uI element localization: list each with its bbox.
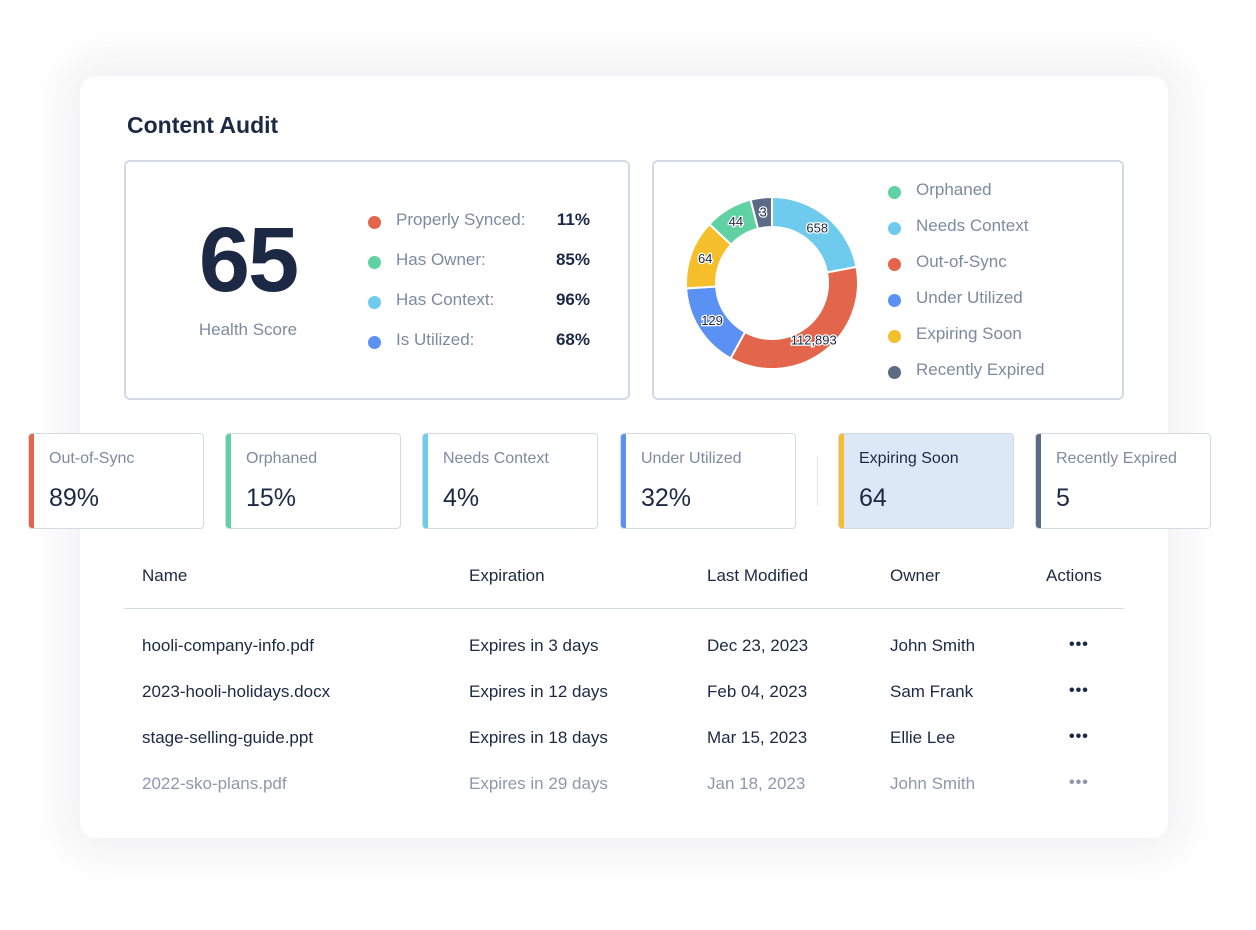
page-title: Content Audit <box>127 112 279 138</box>
file-name[interactable]: 2022-sko-plans.pdf <box>142 774 287 793</box>
metric-has-context: Has Context: 96% <box>368 290 608 314</box>
metric-is-utilized: Is Utilized: 68% <box>368 330 608 354</box>
stat-label: Orphaned <box>246 450 318 467</box>
stat-card-orphaned[interactable]: Orphaned 15% <box>225 433 401 529</box>
metric-value: 68% <box>555 330 590 349</box>
expiration: Expires in 3 days <box>469 636 599 655</box>
owner: John Smith <box>890 636 976 655</box>
last-modified: Dec 23, 2023 <box>707 636 809 655</box>
more-actions-icon[interactable]: ••• <box>1069 682 1089 699</box>
stat-value: 15% <box>246 484 297 512</box>
metric-value: 85% <box>555 250 590 269</box>
stat-value: 4% <box>443 484 480 512</box>
last-modified: Feb 04, 2023 <box>707 682 808 701</box>
more-actions-icon[interactable]: ••• <box>1069 636 1089 653</box>
owner: Sam Frank <box>890 682 974 701</box>
donut-slice-out-of-sync[interactable] <box>729 265 859 370</box>
stat-accent-bar <box>839 434 844 528</box>
column-header-last-modified[interactable]: Last Modified <box>707 566 809 585</box>
stat-label: Recently Expired <box>1056 450 1177 467</box>
stat-accent-bar <box>423 434 428 528</box>
legend-dot-icon <box>888 294 901 307</box>
legend-label: Out-of-Sync <box>916 252 1007 271</box>
stat-label: Expiring Soon <box>859 450 959 467</box>
legend-dot-icon <box>888 258 901 271</box>
column-header-owner[interactable]: Owner <box>890 566 941 585</box>
more-actions-icon[interactable]: ••• <box>1069 774 1089 791</box>
stat-value: 32% <box>641 484 692 512</box>
metric-has-owner: Has Owner: 85% <box>368 250 608 274</box>
file-name[interactable]: stage-selling-guide.ppt <box>142 728 314 747</box>
legend-label: Needs Context <box>916 216 1029 235</box>
donut-slice-label: 658 <box>806 220 828 235</box>
donut-chart: 658 112,893 129 64 44 3 <box>685 195 859 370</box>
last-modified: Mar 15, 2023 <box>707 728 808 747</box>
legend-dot-icon <box>888 222 901 235</box>
table-header-divider <box>124 608 1124 609</box>
file-name[interactable]: hooli-company-info.pdf <box>142 636 314 655</box>
donut-slice-label: 64 <box>698 251 712 266</box>
health-score-panel: 65 Health Score Properly Synced: 11% Has… <box>124 160 630 400</box>
stat-divider <box>817 456 818 506</box>
stat-accent-bar <box>29 434 34 528</box>
metric-label: Has Owner: <box>396 250 486 269</box>
metric-properly-synced: Properly Synced: 11% <box>368 210 608 234</box>
column-header-expiration[interactable]: Expiration <box>469 566 545 585</box>
stat-card-expiring-soon[interactable]: Expiring Soon 64 <box>838 433 1014 529</box>
stat-accent-bar <box>226 434 231 528</box>
health-score-value: 65 <box>198 209 299 311</box>
legend-label: Recently Expired <box>916 360 1045 379</box>
legend-label: Expiring Soon <box>916 324 1022 343</box>
more-actions-icon[interactable]: ••• <box>1069 728 1089 745</box>
metric-label: Has Context: <box>396 290 495 309</box>
stat-card-needs-context[interactable]: Needs Context 4% <box>422 433 598 529</box>
column-header-name[interactable]: Name <box>142 566 188 585</box>
donut-chart-panel: 658 112,893 129 64 44 3 Orphaned Needs Contex… <box>652 160 1124 400</box>
donut-slice-label: 129 <box>701 313 723 328</box>
stat-value: 64 <box>859 484 887 512</box>
status-dot-icon <box>368 336 381 349</box>
legend-label: Under Utilized <box>916 288 1023 307</box>
stat-label: Under Utilized <box>641 450 742 467</box>
stat-label: Needs Context <box>443 450 549 467</box>
metric-label: Properly Synced: <box>396 210 526 229</box>
column-header-actions: Actions <box>1046 566 1102 585</box>
donut-slice-recently-expired[interactable] <box>749 195 773 230</box>
last-modified: Jan 18, 2023 <box>707 774 806 793</box>
expiration: Expires in 29 days <box>469 774 608 793</box>
status-dot-icon <box>368 216 381 229</box>
health-score-label: Health Score <box>198 320 298 339</box>
expiration: Expires in 18 days <box>469 728 608 747</box>
metric-value: 11% <box>556 210 590 229</box>
owner: Ellie Lee <box>890 728 956 747</box>
stat-card-under-utilized[interactable]: Under Utilized 32% <box>620 433 796 529</box>
legend-dot-icon <box>888 186 901 199</box>
legend-dot-icon <box>888 366 901 379</box>
owner: John Smith <box>890 774 976 793</box>
legend-label: Orphaned <box>916 180 992 199</box>
stat-value: 89% <box>49 484 100 512</box>
file-name[interactable]: 2023-hooli-holidays.docx <box>142 682 331 701</box>
metric-label: Is Utilized: <box>396 330 475 349</box>
stat-label: Out-of-Sync <box>49 450 135 467</box>
stat-value: 5 <box>1056 484 1070 512</box>
status-dot-icon <box>368 296 381 309</box>
legend-dot-icon <box>888 330 901 343</box>
expiration: Expires in 12 days <box>469 682 608 701</box>
stat-accent-bar <box>1036 434 1041 528</box>
stat-accent-bar <box>621 434 626 528</box>
donut-slice-label: 3 <box>759 205 766 220</box>
status-dot-icon <box>368 256 381 269</box>
stat-card-out-of-sync[interactable]: Out-of-Sync 89% <box>28 433 204 529</box>
donut-slice-label: 44 <box>729 214 743 229</box>
donut-slice-label: 112,893 <box>791 332 837 347</box>
stat-card-recently-expired[interactable]: Recently Expired 5 <box>1035 433 1211 529</box>
metric-value: 96% <box>555 290 590 309</box>
